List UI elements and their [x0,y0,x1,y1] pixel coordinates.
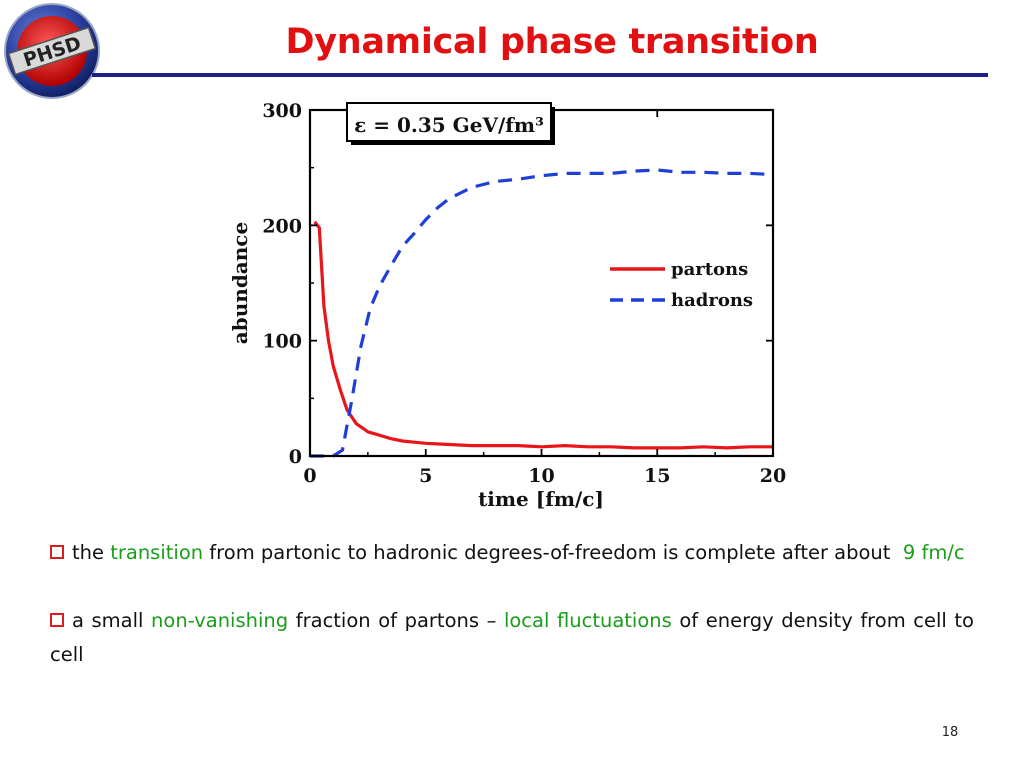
series-line-hadrons [310,168,774,458]
title-underline [92,73,988,77]
bullet-2-part-1: a small [72,609,152,632]
energy-density-annotation: ε = 0.35 GeV/fm³ [346,102,555,145]
legend-label-partons: partons [671,259,748,280]
bullet-list: the transition from partonic to hadronic… [50,536,974,706]
bullet-1-part-1: the [72,541,111,564]
y-axis-label: abundance [228,222,252,344]
slide-title: Dynamical phase transition [285,22,819,62]
bullet-2-highlight-local-fluctuations: local fluctuations [503,609,672,632]
bullet-box-icon [50,545,64,559]
x-tick-label: 0 [303,465,316,487]
series-line-partons [313,220,773,450]
bullet-1-highlight-time: 9 fm/c [902,541,965,564]
bullet-2-part-3: fraction of partons – [288,609,504,632]
y-tick-label: 0 [289,446,302,468]
legend-label-hadrons: hadrons [671,290,753,311]
annotation-text: ε = 0.35 GeV/fm³ [354,113,544,137]
legend: partons hadrons [610,259,753,311]
x-tick-label: 5 [419,465,432,487]
plot-frame [308,108,775,458]
bullet-2-part-5: of energy density from cell to cell [50,609,974,666]
x-axis-label: time [fm/c] [478,487,604,511]
bullet-2-highlight-non-vanishing: non-vanishing [151,609,289,632]
y-tick-label: 200 [262,215,302,237]
x-tick-label: 15 [644,465,670,487]
x-tick-label: 10 [528,465,554,487]
page-number: 18 [941,725,959,740]
bullet-1-part-3: from partonic to hadronic degrees-of-fre… [203,541,897,564]
phsd-logo: PHSD [2,2,102,100]
y-tick-label: 100 [262,331,302,353]
bullet-1: the transition from partonic to hadronic… [50,536,974,570]
chart: 0 5 10 15 20 0 100 200 300 ε = 0.35 GeV/fm³ part… [225,92,795,517]
x-tick-label: 20 [760,465,786,487]
bullet-1-highlight-transition: transition [110,541,204,564]
bullet-box-icon [50,613,64,627]
bullet-2: a small non-vanishing fraction of parton… [50,604,974,672]
y-tick-label: 300 [262,100,302,122]
